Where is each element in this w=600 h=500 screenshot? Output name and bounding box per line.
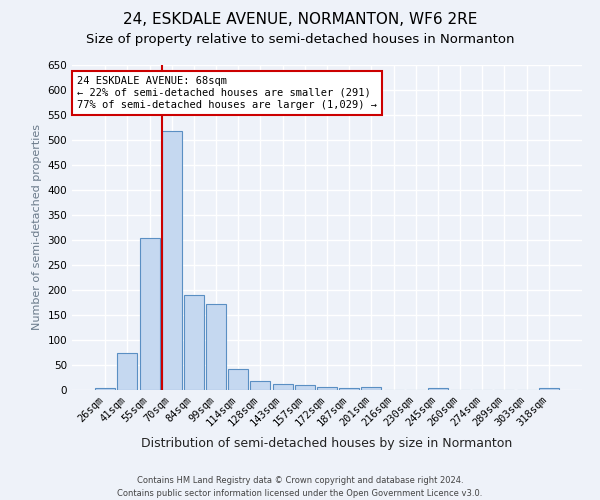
Y-axis label: Number of semi-detached properties: Number of semi-detached properties bbox=[32, 124, 42, 330]
Text: 24 ESKDALE AVENUE: 68sqm
← 22% of semi-detached houses are smaller (291)
77% of : 24 ESKDALE AVENUE: 68sqm ← 22% of semi-d… bbox=[77, 76, 377, 110]
Bar bbox=[162, 131, 182, 390]
Bar bbox=[272, 384, 293, 390]
Text: Size of property relative to semi-detached houses in Normanton: Size of property relative to semi-detach… bbox=[86, 32, 514, 46]
Text: 24, ESKDALE AVENUE, NORMANTON, WF6 2RE: 24, ESKDALE AVENUE, NORMANTON, WF6 2RE bbox=[123, 12, 477, 28]
Text: Contains HM Land Registry data © Crown copyright and database right 2024.
Contai: Contains HM Land Registry data © Crown c… bbox=[118, 476, 482, 498]
Bar bbox=[250, 381, 271, 390]
Bar bbox=[428, 388, 448, 390]
Bar bbox=[206, 304, 226, 390]
Bar bbox=[295, 385, 315, 390]
Bar bbox=[184, 295, 204, 390]
Bar bbox=[140, 238, 160, 390]
Bar bbox=[339, 388, 359, 390]
X-axis label: Distribution of semi-detached houses by size in Normanton: Distribution of semi-detached houses by … bbox=[142, 437, 512, 450]
Bar bbox=[118, 352, 137, 390]
Bar bbox=[228, 369, 248, 390]
Bar bbox=[361, 386, 382, 390]
Bar bbox=[95, 388, 115, 390]
Bar bbox=[539, 388, 559, 390]
Bar bbox=[317, 387, 337, 390]
